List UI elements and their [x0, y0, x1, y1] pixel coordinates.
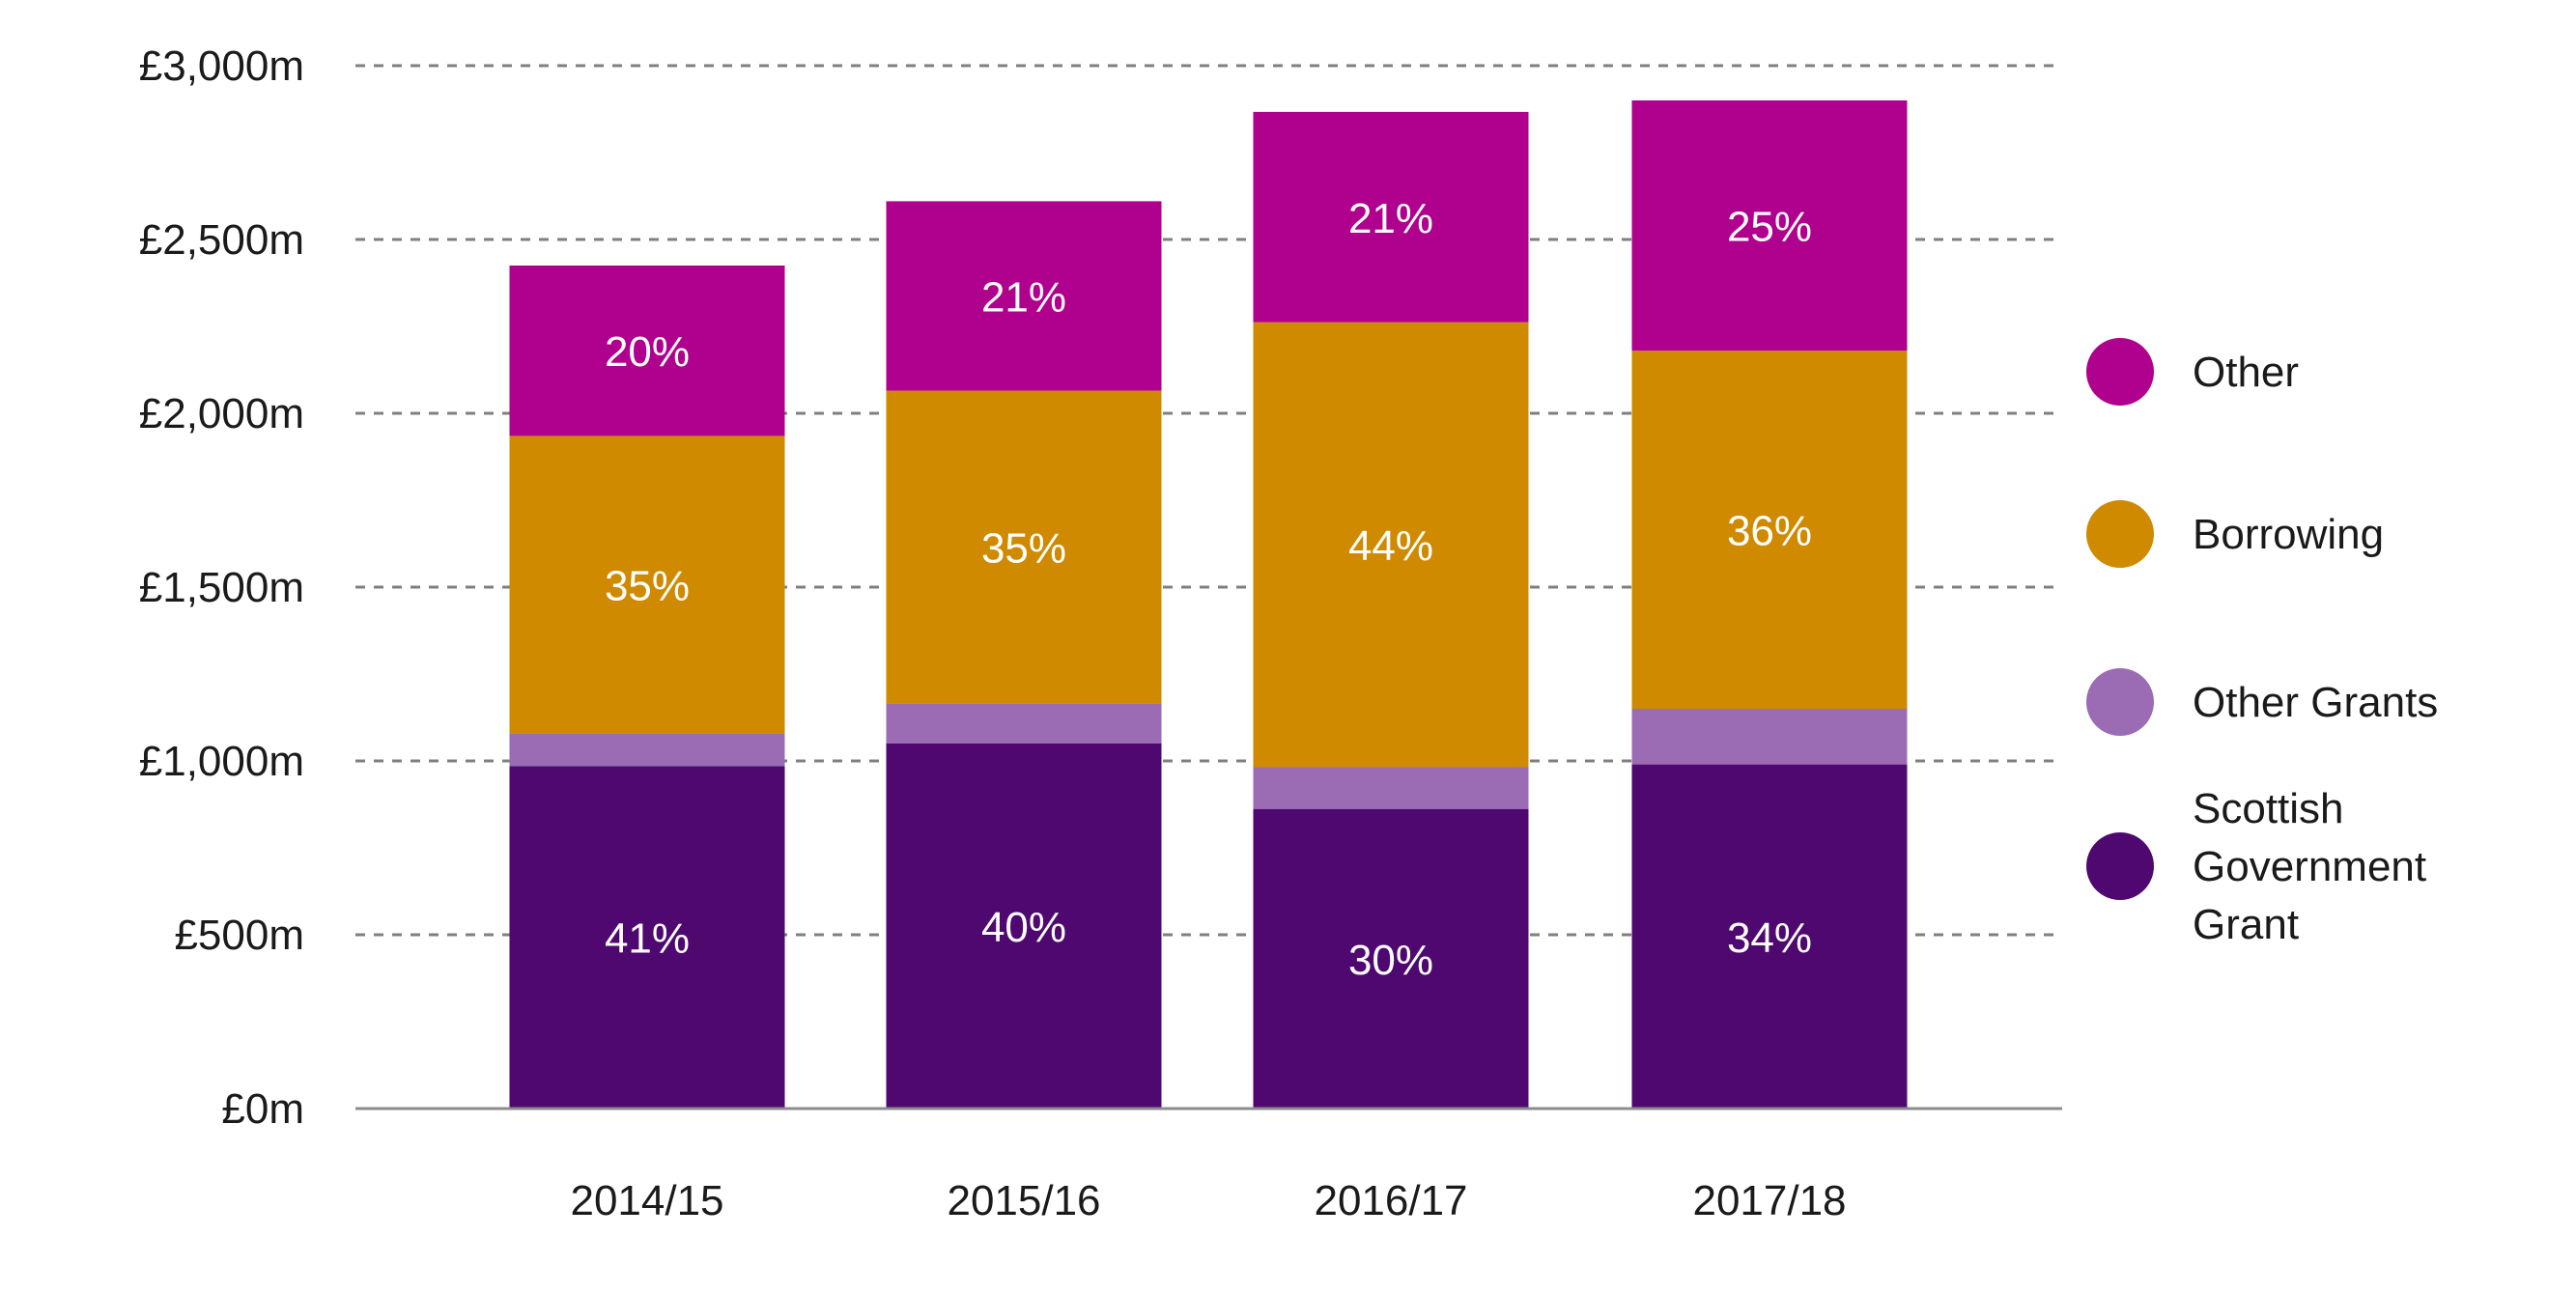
- bar-segment-other-grants: [886, 703, 1162, 744]
- legend-swatch: [2086, 832, 2154, 900]
- legend-swatch: [2086, 338, 2154, 406]
- y-tick-label: £0m: [221, 1085, 304, 1133]
- legend-label: Borrowing: [2193, 511, 2384, 558]
- bar-segment-scottish-government-grant: [1253, 808, 1529, 1109]
- y-tick-label: £3,000m: [139, 42, 304, 90]
- bar-segment-borrowing: [886, 390, 1162, 704]
- legend-swatch: [2086, 668, 2154, 736]
- legend-swatch: [2086, 500, 2154, 568]
- bar-segment-other-grants: [1631, 709, 1908, 765]
- bar-segment-other: [886, 201, 1162, 391]
- legend-label: Government: [2193, 843, 2426, 890]
- y-tick-label: £2,500m: [139, 216, 304, 264]
- data-label: 41%: [605, 915, 690, 963]
- data-label: 20%: [605, 328, 690, 376]
- data-label: 44%: [1348, 522, 1433, 570]
- data-label: 21%: [981, 274, 1066, 322]
- data-label: 35%: [605, 562, 690, 609]
- data-label: 30%: [1348, 937, 1433, 984]
- data-label: 34%: [1727, 914, 1812, 962]
- x-tick-label: 2015/16: [947, 1177, 1100, 1224]
- legend-label: Other Grants: [2193, 679, 2438, 726]
- y-tick-label: £1,000m: [139, 738, 304, 785]
- bar-segment-other-grants: [509, 733, 785, 767]
- bar-segment-other-grants: [1253, 767, 1529, 809]
- x-tick-label: 2014/15: [570, 1177, 723, 1224]
- x-tick-label: 2017/18: [1692, 1177, 1846, 1224]
- data-label: 35%: [981, 525, 1066, 573]
- bar-segment-other: [509, 266, 785, 436]
- legend-label: Grant: [2193, 901, 2299, 948]
- data-label: 40%: [981, 904, 1066, 951]
- legend-label: Other: [2193, 349, 2299, 396]
- data-label: 25%: [1727, 204, 1812, 251]
- y-tick-label: £1,500m: [139, 564, 304, 611]
- data-label: 36%: [1727, 508, 1812, 555]
- y-tick-label: £500m: [174, 912, 304, 959]
- bar-segment-scottish-government-grant: [886, 744, 1162, 1109]
- bar-segment-scottish-government-grant: [1631, 764, 1908, 1109]
- bar-segment-scottish-government-grant: [509, 766, 785, 1109]
- bar-segment-borrowing: [1253, 322, 1529, 768]
- bar-segment-other: [1253, 111, 1529, 323]
- bar-segment-borrowing: [509, 436, 785, 734]
- legend-label: Scottish: [2193, 785, 2344, 832]
- data-label: 21%: [1348, 195, 1433, 242]
- bar-segment-other: [1631, 100, 1908, 351]
- x-tick-label: 2016/17: [1314, 1177, 1467, 1224]
- bar-segment-borrowing: [1631, 351, 1908, 709]
- y-tick-label: £2,000m: [139, 390, 304, 437]
